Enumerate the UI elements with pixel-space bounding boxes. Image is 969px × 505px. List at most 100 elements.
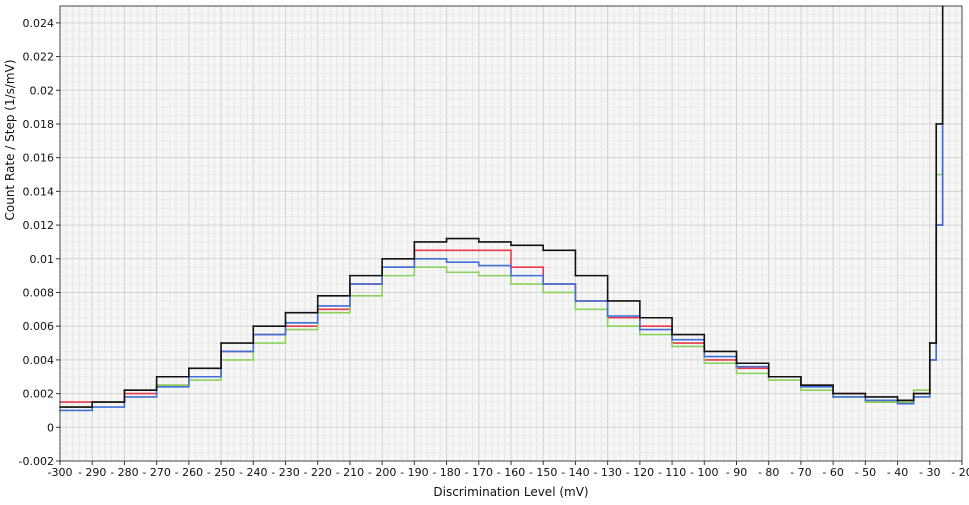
y-tick-label: 0.012 <box>23 219 55 232</box>
grid <box>59 5 963 462</box>
data-point <box>671 338 673 341</box>
data-point <box>606 325 609 328</box>
data-point <box>638 333 641 336</box>
data-point <box>703 362 706 365</box>
x-tick-label: - 150 <box>529 466 557 479</box>
data-point <box>477 274 480 277</box>
data-point <box>381 257 384 260</box>
y-tick-label: -0.002 <box>19 455 54 468</box>
data-point <box>735 365 738 368</box>
data-point <box>574 308 577 311</box>
data-point <box>445 237 448 240</box>
x-tick-label: - 100 <box>690 466 718 479</box>
x-tick-label: - 190 <box>400 466 428 479</box>
data-point <box>510 283 512 285</box>
y-tick-label: 0.006 <box>23 320 55 333</box>
data-point <box>510 274 512 277</box>
x-axis-ticks: -300- 290- 280- 270- 260- 250- 240- 230-… <box>48 461 969 479</box>
x-tick-label: - 40 <box>887 466 908 479</box>
data-point <box>671 333 673 336</box>
data-point <box>349 274 351 277</box>
data-point <box>445 249 448 252</box>
y-axis-title: Count Rate / Step (1/s/mV) <box>3 59 17 220</box>
x-tick-label: - 50 <box>855 466 876 479</box>
data-point <box>542 283 545 285</box>
data-point <box>638 316 641 319</box>
data-point <box>477 249 480 252</box>
data-point <box>542 291 545 294</box>
x-tick-label: - 250 <box>207 466 235 479</box>
data-point <box>832 396 835 398</box>
data-point <box>864 396 867 398</box>
data-point <box>123 389 126 392</box>
data-point <box>767 379 770 382</box>
data-point <box>935 123 938 125</box>
x-tick-label: - 80 <box>758 466 779 479</box>
data-point <box>864 399 867 402</box>
x-tick-label: - 270 <box>142 466 170 479</box>
x-axis-title: Discrimination Level (mV) <box>433 485 588 499</box>
y-tick-label: 0.008 <box>23 286 55 299</box>
data-point <box>832 392 835 395</box>
x-tick-label: - 210 <box>336 466 364 479</box>
data-point <box>445 271 448 274</box>
x-tick-label: - 160 <box>497 466 525 479</box>
y-tick-label: 0.022 <box>23 51 55 64</box>
x-tick-label: - 240 <box>239 466 267 479</box>
data-point <box>574 300 577 302</box>
data-point <box>767 375 770 378</box>
data-point <box>912 392 915 395</box>
x-tick-label: - 170 <box>465 466 493 479</box>
x-tick-label: - 20 <box>951 466 969 479</box>
y-tick-label: 0.024 <box>23 17 55 30</box>
data-point <box>800 389 802 392</box>
data-point <box>316 294 319 297</box>
data-point <box>800 384 802 387</box>
x-tick-label: - 120 <box>626 466 654 479</box>
data-point <box>91 401 94 403</box>
data-point <box>735 372 738 375</box>
x-tick-label: - 290 <box>78 466 106 479</box>
x-tick-label: - 230 <box>271 466 299 479</box>
data-point <box>703 355 706 358</box>
data-point <box>413 241 416 243</box>
data-point <box>896 402 899 405</box>
y-tick-label: 0.018 <box>23 118 55 131</box>
y-tick-label: 0.016 <box>23 152 55 165</box>
series-layer <box>59 5 944 412</box>
data-point <box>252 325 255 328</box>
data-point <box>187 367 190 370</box>
y-tick-label: 0.002 <box>23 388 55 401</box>
x-tick-label: - 90 <box>726 466 747 479</box>
y-tick-label: 0.004 <box>23 354 55 367</box>
x-tick-label: - 140 <box>561 466 589 479</box>
x-tick-label: - 200 <box>368 466 396 479</box>
x-tick-label: - 130 <box>593 466 621 479</box>
data-point <box>445 261 448 264</box>
data-point <box>735 362 738 365</box>
data-point <box>510 244 512 247</box>
data-point <box>606 315 609 317</box>
data-point <box>928 342 931 344</box>
x-tick-label: - 220 <box>303 466 331 479</box>
data-point <box>864 401 867 403</box>
data-point <box>542 249 545 252</box>
data-point <box>155 375 158 378</box>
y-tick-label: 0.014 <box>23 185 55 198</box>
data-point <box>800 385 802 388</box>
x-tick-label: - 280 <box>110 466 138 479</box>
data-point <box>574 274 577 277</box>
x-tick-label: -300 <box>48 466 73 479</box>
data-point <box>896 399 899 402</box>
data-point <box>671 345 673 348</box>
x-tick-label: - 60 <box>822 466 843 479</box>
y-tick-label: 0.02 <box>30 84 55 97</box>
x-tick-label: - 180 <box>432 466 460 479</box>
y-tick-label: 0.01 <box>30 253 55 266</box>
x-tick-label: - 70 <box>790 466 811 479</box>
data-point <box>606 300 609 302</box>
data-point <box>477 264 480 267</box>
y-tick-label: 0 <box>47 421 54 434</box>
data-point <box>912 389 915 392</box>
